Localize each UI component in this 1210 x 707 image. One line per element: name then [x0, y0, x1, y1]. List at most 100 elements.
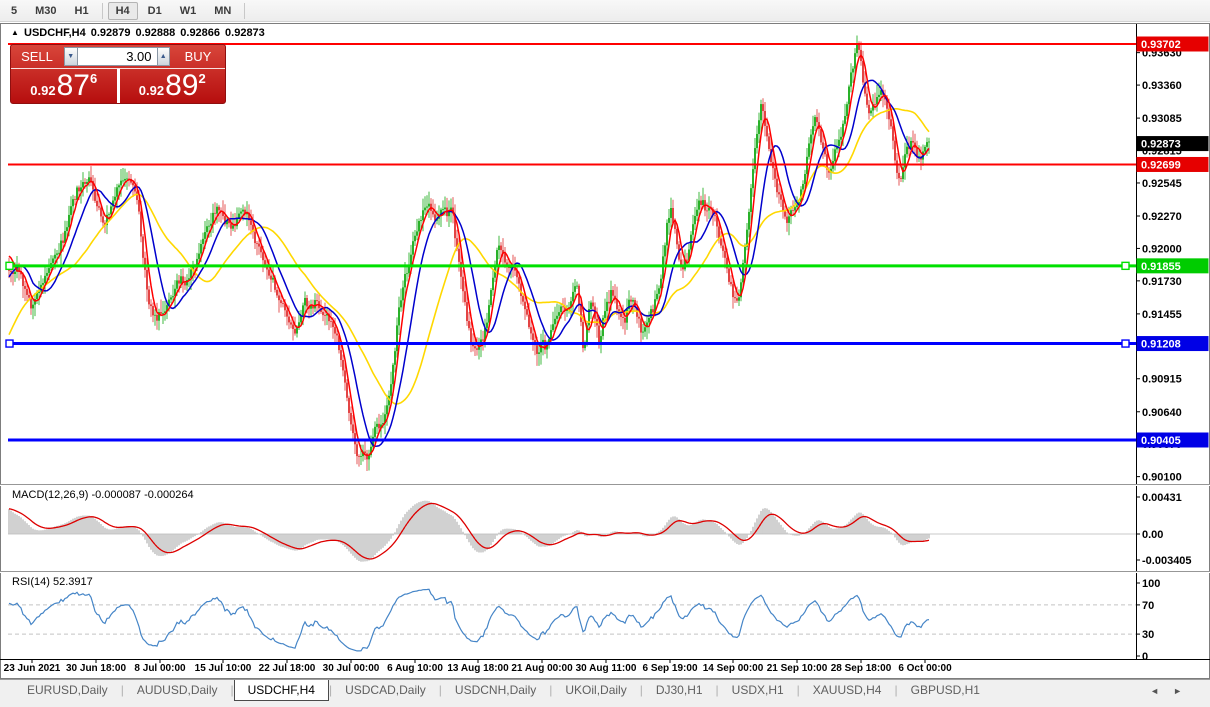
time-axis-label: 13 Aug 18:00	[447, 663, 509, 674]
time-axis-label: 15 Jul 10:00	[194, 663, 252, 674]
rsi-tick-label: 70	[1142, 600, 1154, 612]
rsi-tick-label: 0	[1142, 651, 1148, 663]
rsi-line	[8, 588, 930, 652]
ohlc-low: 0.92866	[180, 27, 221, 39]
buy-price-pip: 2	[198, 71, 206, 86]
tab-usdx-h1[interactable]: USDX,H1	[731, 683, 784, 697]
price-tick-label: 0.91730	[1142, 276, 1182, 288]
line-handle[interactable]	[5, 339, 14, 348]
time-axis-label: 6 Aug 10:00	[387, 663, 443, 674]
time-axis-label: 8 Jul 00:00	[134, 663, 186, 674]
tab-usdcnh-daily[interactable]: USDCNH,Daily	[454, 683, 537, 697]
tab-usdchf-h4[interactable]: USDCHF,H4	[233, 680, 329, 701]
time-axis-label: 14 Sep 00:00	[702, 663, 764, 674]
timeframe-button-w1[interactable]: W1	[179, 4, 197, 17]
price-tick-label: 0.93085	[1142, 113, 1182, 125]
trade-price-row: 0.92 87 6 0.92 89 2	[11, 69, 225, 103]
chart-frame	[0, 23, 1210, 679]
price-tick-label: 0.91455	[1142, 309, 1182, 321]
time-axis-label: 21 Sep 10:00	[766, 663, 828, 674]
moving-averages-layer	[8, 54, 930, 457]
macd-tick-label: -0.003405	[1142, 555, 1192, 567]
volume-increase-icon[interactable]: ▲	[156, 47, 170, 66]
tab-separator: |	[230, 683, 234, 697]
price-badge: 0.92873	[1136, 136, 1209, 152]
price-tick-label: 0.90640	[1142, 407, 1182, 419]
tab-separator: |	[715, 683, 719, 697]
ohlc-open: 0.92879	[90, 27, 131, 39]
tab-eurusd-daily[interactable]: EURUSD,Daily	[27, 683, 108, 697]
tab-audusd-daily[interactable]: AUDUSD,Daily	[136, 683, 218, 697]
timeframe-button-m30[interactable]: M30	[35, 4, 57, 17]
trade-order-row: SELL ▼ ▲ BUY	[11, 45, 225, 69]
line-handle[interactable]	[5, 261, 14, 271]
time-axis-label: 23 Jun 2021	[3, 663, 61, 674]
timeframe-button-d1[interactable]: D1	[147, 4, 162, 17]
time-axis-label: 21 Aug 00:00	[511, 663, 573, 674]
svg-text:0.91855: 0.91855	[1141, 261, 1181, 273]
buy-button[interactable]: BUY	[184, 49, 212, 64]
time-axis-label: 6 Sep 19:00	[642, 663, 698, 674]
tab-separator: |	[120, 683, 124, 697]
line-handle[interactable]	[1121, 261, 1130, 271]
rsi-tick-label: 30	[1142, 629, 1154, 641]
price-tick-label: 0.92545	[1142, 178, 1182, 190]
time-axis-label: 30 Aug 11:00	[575, 663, 637, 674]
macd-pane: 0.00431 0.00 -0.003405	[8, 492, 1192, 567]
timeframe-button-h4[interactable]: H4	[107, 1, 138, 20]
line-handle[interactable]	[1121, 339, 1130, 348]
buy-price-prefix: 0.92	[138, 83, 165, 98]
tab-xauusd-h4[interactable]: XAUUSD,H4	[812, 683, 882, 697]
tab-separator: |	[639, 683, 643, 697]
price-badge: 0.92699	[1136, 156, 1209, 172]
svg-text:0.92699: 0.92699	[1141, 159, 1181, 171]
timeframe-button-5[interactable]: 5	[11, 4, 18, 17]
ma-fast-line	[8, 54, 930, 457]
toolbar-separator	[101, 2, 103, 19]
time-ticks	[31, 659, 926, 663]
timeframe-button-mn[interactable]: MN	[214, 4, 232, 17]
rsi-indicator-label: RSI(14) 52.3917	[12, 576, 93, 588]
sell-price-pip: 6	[89, 71, 98, 86]
tab-usdcad-daily[interactable]: USDCAD,Daily	[345, 683, 426, 697]
sell-price-big: 87	[56, 69, 90, 102]
chart-title: USDCHF,H4 0.92879 0.92888 0.92866 0.92873	[24, 27, 270, 39]
tab-ukoil-daily[interactable]: UKOil,Daily	[565, 683, 627, 697]
sell-button[interactable]: SELL	[21, 49, 53, 64]
price-tick-label: 0.93360	[1142, 80, 1182, 92]
svg-text:0.90405: 0.90405	[1141, 435, 1181, 447]
price-tick-label: 0.92270	[1142, 211, 1182, 223]
ma-slow-line	[8, 108, 930, 405]
buy-price-button[interactable]: 0.92 89 2	[116, 69, 226, 103]
buy-price-big: 89	[165, 69, 199, 102]
tab-gbpusd-h1[interactable]: GBPUSD,H1	[910, 683, 980, 697]
price-tick-label: 0.90100	[1142, 472, 1182, 484]
tab-separator: |	[894, 683, 898, 697]
volume-decrease-icon[interactable]: ▼	[64, 47, 78, 66]
price-tick-label: 0.90915	[1142, 374, 1182, 386]
volume-stepper: ▼ ▲	[63, 45, 171, 68]
tab-scroll-arrows[interactable]: ◄►	[1150, 686, 1196, 696]
sell-price-button[interactable]: 0.92 87 6	[11, 69, 117, 103]
time-axis-label: 30 Jun 18:00	[65, 663, 127, 674]
time-axis-label: 6 Oct 00:00	[898, 663, 952, 674]
collapse-panel-icon[interactable]: ▲	[11, 28, 19, 37]
ohlc-high: 0.92888	[135, 27, 176, 39]
rsi-tick-label: 100	[1142, 578, 1160, 590]
one-click-trading-panel: SELL ▼ ▲ BUY 0.92 87 6 0.92 89 2	[10, 44, 226, 104]
tab-separator: |	[328, 683, 333, 697]
svg-text:0.92873: 0.92873	[1141, 139, 1181, 151]
price-badge: 0.91855	[1136, 258, 1209, 274]
tab-separator: |	[438, 683, 442, 697]
tab-dj30-h1[interactable]: DJ30,H1	[655, 683, 703, 697]
symbol-tab-bar: EURUSD,Daily | AUDUSD,Daily | USDCHF,H4 | USDC…	[0, 679, 1210, 707]
ohlc-close: 0.92873	[225, 27, 265, 39]
timeframe-button-h1[interactable]: H1	[74, 4, 89, 17]
time-axis-label: 30 Jul 00:00	[322, 663, 380, 674]
ma-mid-line	[8, 79, 930, 447]
price-badge: 0.93702	[1136, 36, 1209, 52]
volume-input[interactable]	[77, 47, 157, 66]
svg-text:0.91208: 0.91208	[1141, 339, 1181, 351]
